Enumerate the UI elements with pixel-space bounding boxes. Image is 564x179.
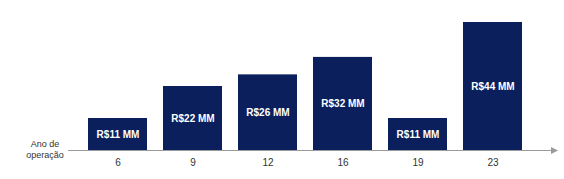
svg-text:R$11 MM: R$11 MM (397, 129, 440, 140)
svg-text:6: 6 (115, 157, 121, 168)
svg-text:R$26 MM: R$26 MM (246, 107, 289, 118)
svg-text:23: 23 (487, 157, 499, 168)
svg-text:R$11 MM: R$11 MM (97, 129, 140, 140)
html-text:Ano de operação: Ano de operação (26, 139, 64, 160)
svg-text:9: 9 (190, 157, 196, 168)
svg-text:R$22 MM: R$22 MM (171, 113, 214, 124)
svg-text:R$32 MM: R$32 MM (321, 98, 364, 109)
svg-text:16: 16 (337, 157, 349, 168)
svg-text:19: 19 (412, 157, 424, 168)
svg-text:R$44 MM: R$44 MM (471, 81, 514, 92)
svg-text:12: 12 (262, 157, 274, 168)
